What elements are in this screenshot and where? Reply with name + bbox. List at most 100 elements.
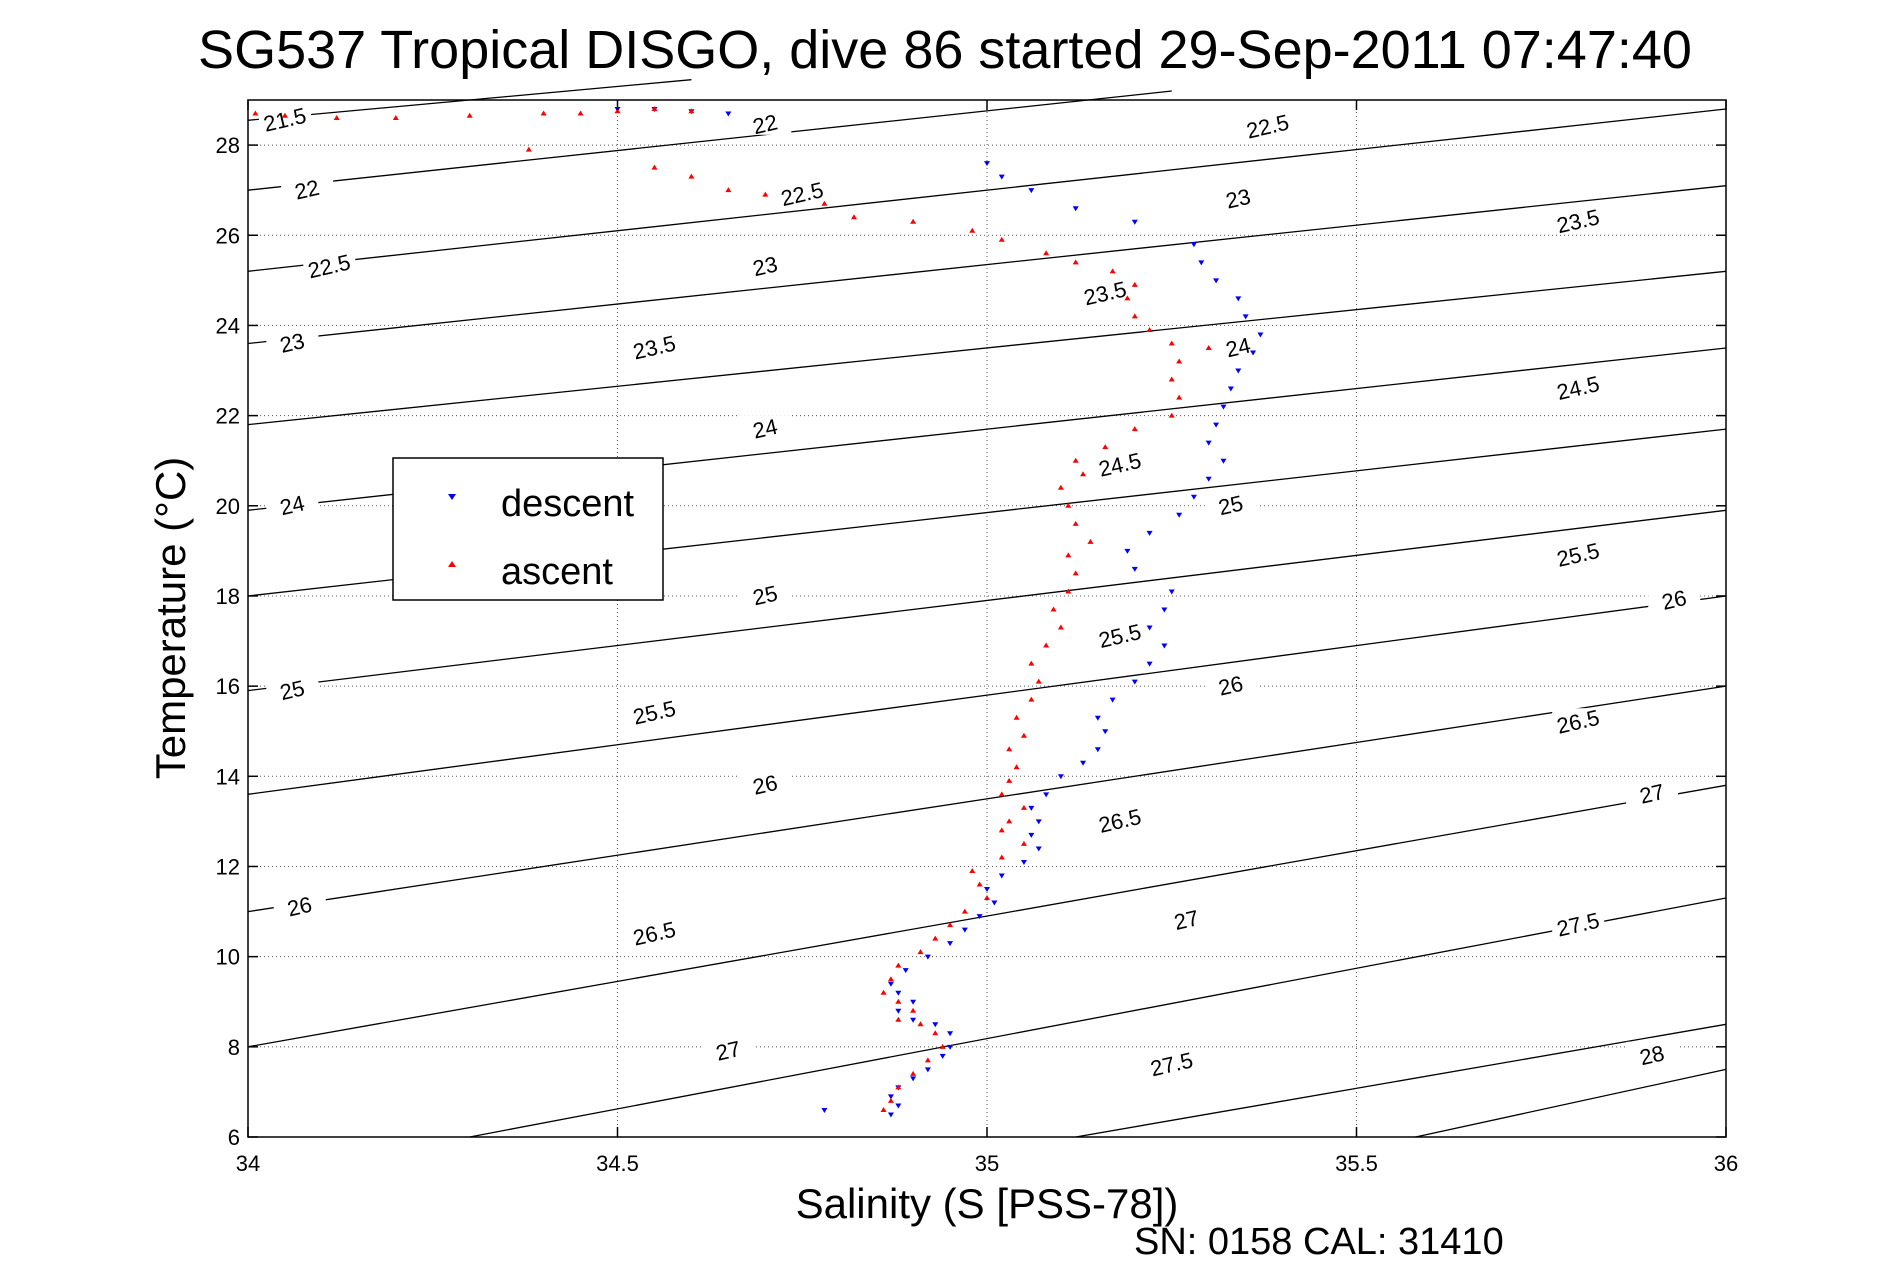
density-label-background [303, 252, 356, 277]
density-label-background [266, 676, 319, 701]
ascent-point [932, 935, 939, 941]
descent-point [910, 1076, 917, 1082]
x-axis-label: Salinity (S [PSS-78]) [796, 1180, 1179, 1227]
density-label: 25 [1216, 490, 1245, 520]
density-contour-26.5 [247, 784, 1727, 1048]
descent-point [1161, 643, 1168, 649]
descent-point [1257, 332, 1264, 338]
density-label-background [1094, 451, 1147, 476]
density-contour-25 [247, 509, 1727, 692]
density-contour-23.5 [247, 270, 1727, 426]
ascent-point [762, 191, 769, 197]
ascent-point [1080, 471, 1087, 477]
ascent-point [969, 867, 976, 873]
ascent-point [1057, 484, 1064, 490]
ascent-point [1087, 538, 1094, 544]
ascent-point [895, 998, 902, 1004]
descent-point [1057, 774, 1064, 780]
descent-point [1176, 512, 1183, 518]
ascent-point [917, 1021, 924, 1027]
descent-point [1131, 679, 1138, 685]
descent-point [1190, 242, 1197, 248]
ascent-point [910, 1007, 917, 1013]
density-label-background [281, 176, 334, 201]
ascent-point [1176, 394, 1183, 400]
descent-point [1146, 530, 1153, 536]
descent-point [902, 968, 909, 974]
density-label-background [739, 110, 792, 135]
ascent-point [998, 791, 1005, 797]
descent-point [947, 1044, 954, 1050]
descent-point [887, 1094, 894, 1100]
descent-point [1102, 729, 1109, 735]
x-tick-label: 35.5 [1335, 1151, 1378, 1176]
ascent-point [821, 200, 828, 206]
ascent-point [1102, 444, 1109, 450]
density-label-background [1094, 807, 1147, 832]
density-label-background [739, 581, 792, 606]
y-tick-label: 28 [216, 133, 240, 158]
y-axis-label: Temperature (°C) [147, 457, 194, 780]
ascent-point [466, 112, 473, 118]
density-label-background [1552, 374, 1605, 399]
ascent-point [1013, 764, 1020, 770]
ascent-point [1205, 344, 1212, 350]
descent-point [910, 1017, 917, 1023]
legend-descent-marker [448, 494, 456, 500]
descent-point [1072, 206, 1079, 212]
y-tick-label: 26 [216, 223, 240, 248]
ascent-point [887, 1097, 894, 1103]
ascent-point [1043, 250, 1050, 256]
descent-point [821, 1107, 828, 1113]
descent-point [1205, 440, 1212, 446]
ascent-point [725, 187, 732, 193]
density-label-background [1212, 185, 1265, 210]
density-label: 24 [1223, 333, 1252, 363]
descent-point [1109, 697, 1116, 703]
density-label-background [1552, 911, 1605, 936]
y-tick-label: 24 [216, 313, 240, 338]
descent-point [947, 1031, 954, 1037]
ascent-point [1028, 696, 1035, 702]
density-label: 28 [1637, 1040, 1666, 1070]
ascent-point [525, 146, 532, 152]
ascent-point [1146, 326, 1153, 332]
y-tick-label: 16 [216, 674, 240, 699]
ascent-point [932, 1030, 939, 1036]
ascent-point [651, 106, 658, 112]
descent-point [725, 111, 732, 117]
density-label-background [1145, 1050, 1198, 1075]
density-label: 26 [750, 770, 779, 800]
ascent-point [1124, 295, 1131, 301]
ascent-point [1035, 678, 1042, 684]
density-label-background [739, 415, 792, 440]
footer-serial-cal: SN: 0158 CAL: 31410 [1134, 1221, 1504, 1262]
descent-point [976, 914, 983, 920]
ascent-point [1020, 804, 1027, 810]
density-label: 27 [1172, 905, 1201, 935]
legend-descent-label: descent [501, 483, 635, 525]
ascent-point [976, 881, 983, 887]
ascent-point [850, 214, 857, 220]
descent-point [895, 990, 902, 996]
density-label: 26 [1216, 671, 1245, 701]
ascent-point [392, 115, 399, 121]
density-label-background [266, 329, 319, 354]
density-label: 27 [1637, 779, 1666, 809]
descent-point [1028, 188, 1035, 194]
density-label: 23 [1223, 184, 1252, 214]
descent-point [1205, 476, 1212, 482]
density-label-background [1241, 113, 1294, 138]
ascent-point [1043, 642, 1050, 648]
density-label-background [1079, 279, 1132, 304]
ascent-point [1028, 660, 1035, 666]
ascent-point [984, 895, 990, 901]
descent-point [984, 161, 990, 167]
density-label: 24 [277, 490, 306, 520]
ascent-point [1006, 746, 1013, 752]
descent-point [1190, 494, 1197, 500]
density-label-background [1212, 333, 1265, 358]
density-label-background [628, 333, 681, 358]
density-label: 24 [750, 414, 779, 444]
density-contour-28 [1415, 1068, 1727, 1138]
